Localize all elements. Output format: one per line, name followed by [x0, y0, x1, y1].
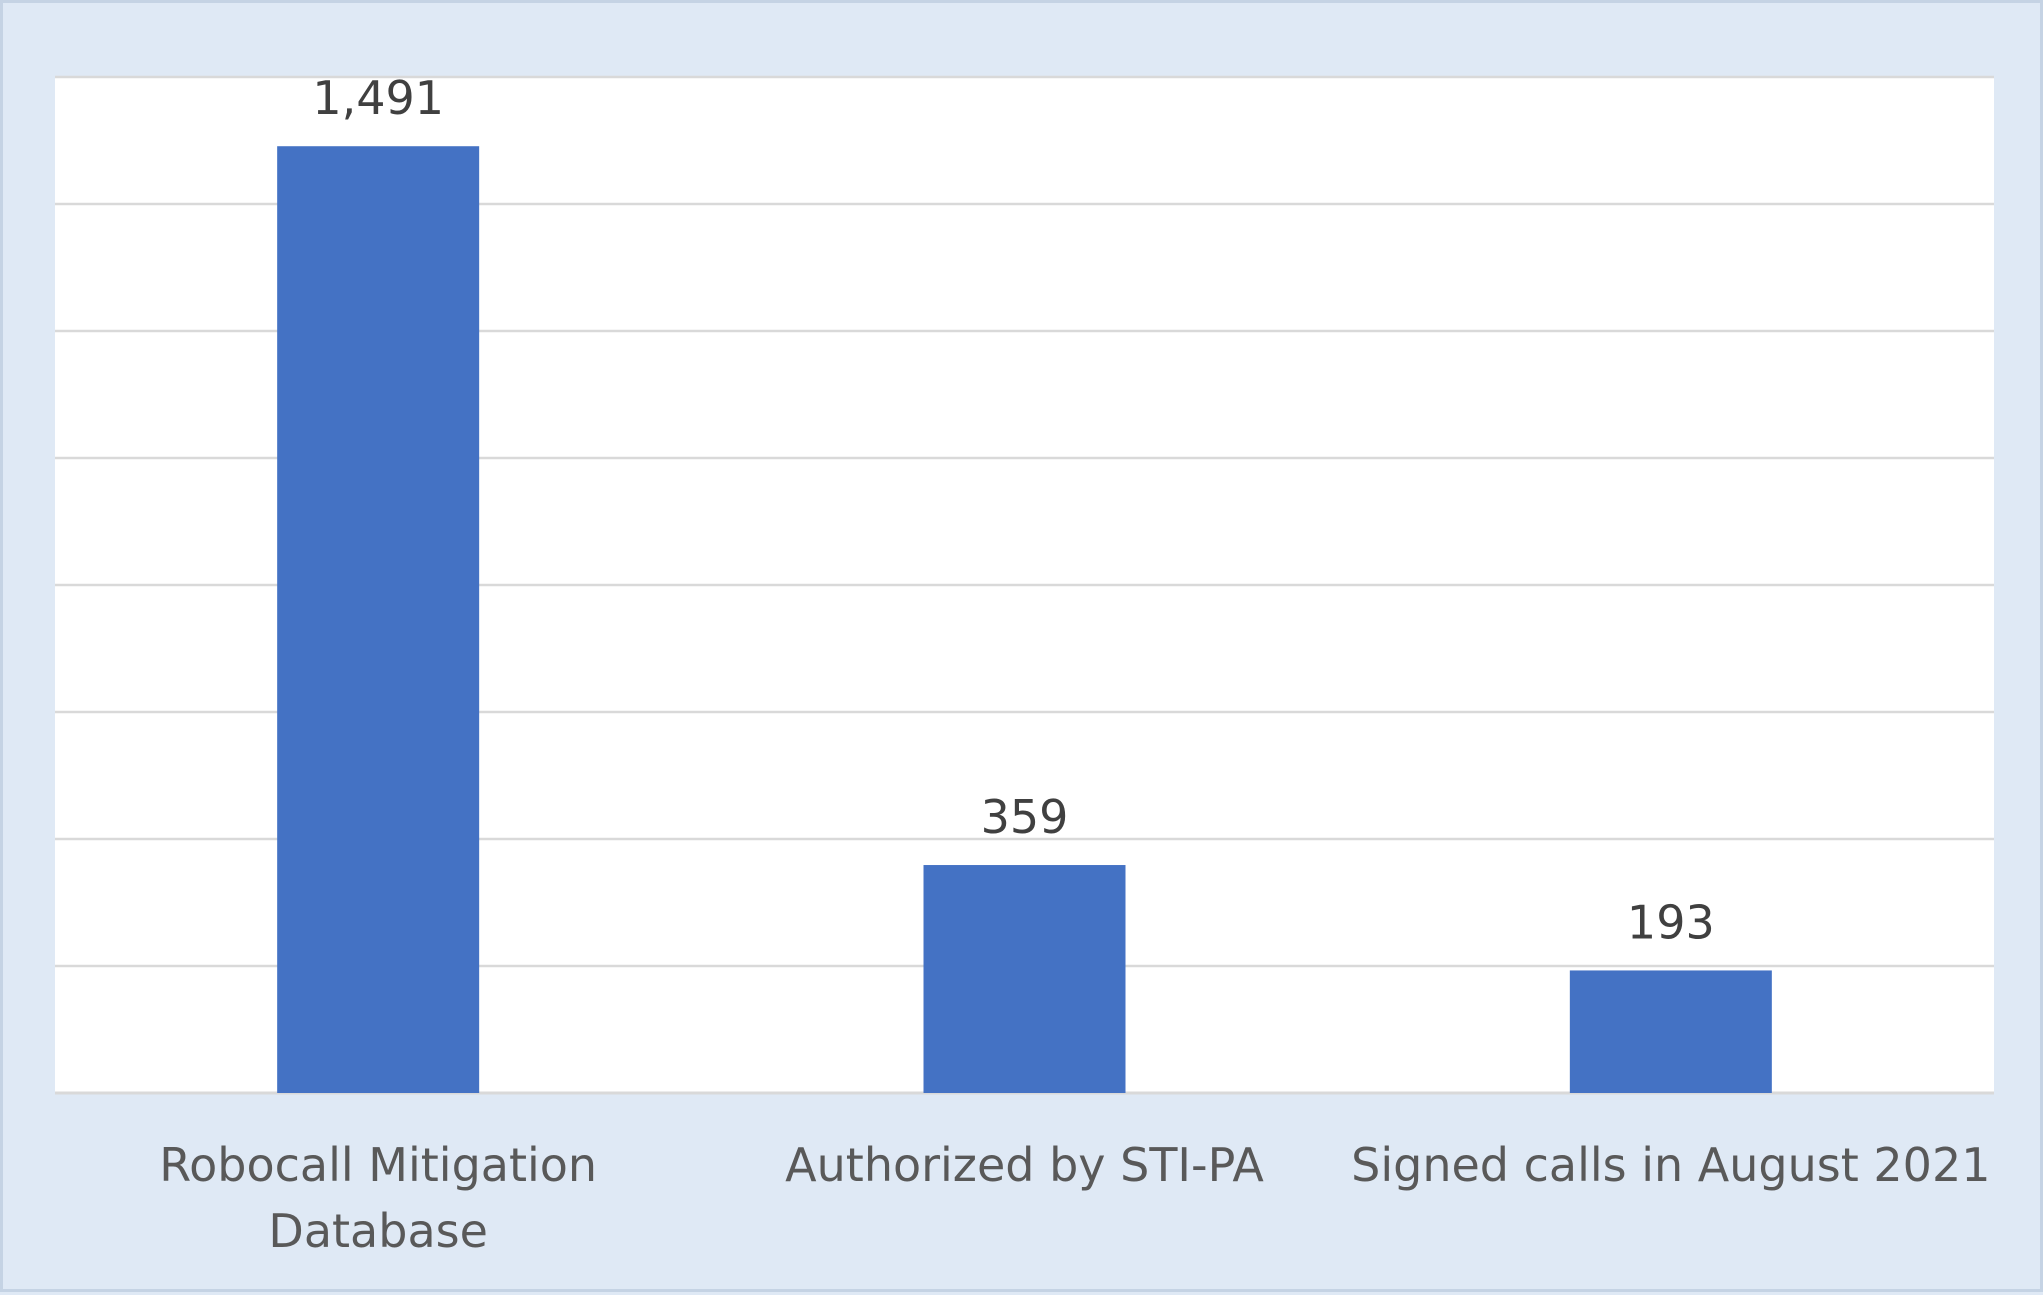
category-label: Authorized by STI-PA: [785, 1138, 1264, 1192]
bars: [277, 146, 1772, 1094]
category-label: Signed calls in August 2021: [1351, 1138, 1990, 1192]
data-label: 359: [981, 790, 1069, 844]
data-label: 193: [1627, 895, 1715, 949]
category-label: Database: [268, 1204, 488, 1258]
bar: [923, 865, 1126, 1093]
bar: [1569, 970, 1772, 1093]
data-labels: 1,491 359 193: [312, 71, 1714, 949]
category-labels: Robocall Mitigation Database Authorized by…: [159, 1138, 1990, 1258]
category-label: Robocall Mitigation: [159, 1138, 597, 1192]
data-label: 1,491: [312, 71, 444, 125]
bar: [277, 146, 480, 1094]
bar-chart: 1,491 359 193 Robocall Mitigation Database A…: [55, 71, 1994, 1258]
